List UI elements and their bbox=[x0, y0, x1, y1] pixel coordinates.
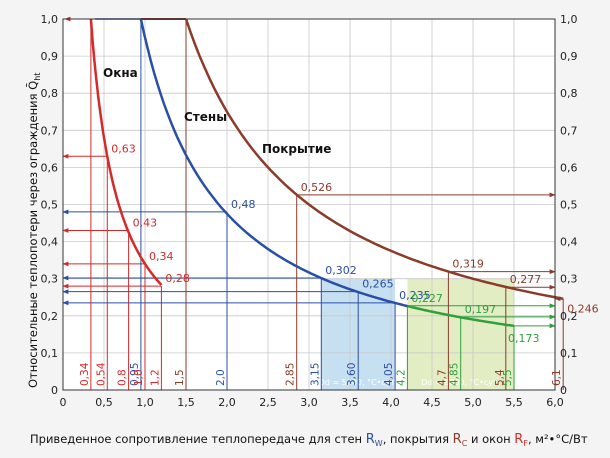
x-mark-label-10: 3,60 bbox=[346, 363, 358, 386]
point-label-2: 0,34 bbox=[149, 250, 174, 263]
x-mark-label-15: 5,4 bbox=[494, 369, 506, 386]
x-mark-label-6: 1,5 bbox=[174, 369, 186, 386]
x-tick-label: 5,0 bbox=[464, 396, 482, 409]
point-label-13: 0,277 bbox=[510, 273, 542, 286]
point-label-3: 0,28 bbox=[165, 272, 190, 285]
point-label-12: 0,319 bbox=[452, 258, 484, 271]
y-tick-label-left: 0,7 bbox=[41, 124, 59, 137]
y-tick-label-left: 0,1 bbox=[41, 347, 59, 360]
axes: 0 0,5 1,0 1,5 2,0 2,5 3,0 3,5 4,0 4,5 5,0 5,5 6,00 00… bbox=[41, 13, 578, 409]
curve-roof bbox=[184, 18, 564, 301]
x-mark-label-5: 1,2 bbox=[149, 369, 161, 386]
x-mark-label-4: 1,0 bbox=[133, 369, 145, 386]
x-mark-label-11: 4,05 bbox=[383, 363, 395, 386]
point-label-9: 0,197 bbox=[465, 303, 497, 316]
y-tick-label-left: 0,9 bbox=[41, 50, 59, 63]
x-mark-label-3: 0,95 bbox=[129, 363, 141, 386]
y-tick-label-right: 0,5 bbox=[560, 199, 578, 212]
point-label-11: 0,526 bbox=[301, 181, 333, 194]
x-tick-label: 6,0 bbox=[546, 396, 564, 409]
y-tick-label-left: 0,8 bbox=[41, 87, 59, 100]
x-mark-label-14: 4,85 bbox=[449, 363, 461, 386]
curve-label-windows: Окна bbox=[103, 66, 138, 80]
y-tick-label-left: 0,4 bbox=[41, 236, 59, 249]
labels: 0,34 0,54 0,8 0,951,0 1,2 1,5 2,0 2,85 3,15 3,60 4… bbox=[79, 142, 599, 386]
x-mark-label-2: 0,8 bbox=[117, 369, 129, 386]
x-tick-label: 1,5 bbox=[177, 396, 195, 409]
x-mark-label-9: 3,15 bbox=[309, 363, 321, 386]
x-tick-label: 0,5 bbox=[95, 396, 113, 409]
x-mark-label-7: 2,0 bbox=[215, 369, 227, 386]
y-axis-title: Относительные теплопотери через огражден… bbox=[26, 73, 42, 388]
x-tick-label: 2,5 bbox=[259, 396, 277, 409]
curves bbox=[89, 18, 564, 328]
x-tick-label: 3,5 bbox=[341, 396, 359, 409]
x-mark-label-17: 6,1 bbox=[551, 369, 563, 386]
curve-walls-green bbox=[407, 304, 515, 328]
point-label-7: 0,235 bbox=[399, 289, 431, 302]
y-tick-label-left: 1,0 bbox=[41, 13, 59, 26]
y-tick-label-right: 0,9 bbox=[560, 50, 578, 63]
y-tick-label-right: 0,1 bbox=[560, 347, 578, 360]
y-tick-label-left: 0,3 bbox=[41, 273, 59, 286]
x-mark-label-13: 4,7 bbox=[436, 369, 448, 386]
curve-windows bbox=[89, 18, 163, 286]
y-tick-label-left: 0,2 bbox=[41, 310, 59, 323]
x-tick-label: 3,0 bbox=[300, 396, 318, 409]
guide-lines bbox=[62, 16, 564, 390]
point-label-6: 0,265 bbox=[362, 278, 394, 291]
x-mark-label-1: 0,54 bbox=[95, 362, 107, 386]
y-tick-label-right: 0 bbox=[560, 384, 567, 397]
point-label-10: 0,173 bbox=[508, 332, 540, 345]
x-tick-label: 2,0 bbox=[218, 396, 236, 409]
x-mark-label-12: 4,2 bbox=[395, 369, 407, 386]
point-label-0: 0,63 bbox=[111, 142, 136, 155]
plot-frame bbox=[62, 18, 556, 391]
y-tick-label-right: 0,7 bbox=[560, 124, 578, 137]
x-mark-label-0: 0,34 bbox=[79, 362, 91, 386]
x-tick-label: 0 bbox=[60, 396, 67, 409]
y-tick-label-right: 0,3 bbox=[560, 273, 578, 286]
y-tick-label-right: 0,4 bbox=[560, 236, 578, 249]
point-label-4: 0,48 bbox=[231, 198, 256, 211]
x-tick-label: 1,0 bbox=[136, 396, 154, 409]
x-mark-label-8: 2,85 bbox=[285, 363, 297, 386]
y-tick-label-right: 0,8 bbox=[560, 87, 578, 100]
y-tick-label-left: 0 bbox=[51, 384, 58, 397]
y-tick-label-right: 0,2 bbox=[560, 310, 578, 323]
point-label-1: 0,43 bbox=[133, 216, 158, 229]
x-tick-label: 5,5 bbox=[505, 396, 523, 409]
y-tick-label-left: 0,5 bbox=[41, 199, 59, 212]
point-label-14: 0,246 bbox=[567, 303, 599, 316]
curve-label-walls: Стены bbox=[184, 110, 227, 124]
x-tick-label: 4,0 bbox=[382, 396, 400, 409]
y-tick-label-left: 0,6 bbox=[41, 161, 59, 174]
x-axis-title: Приведенное сопротивление теплопередаче … bbox=[30, 432, 588, 448]
point-label-5: 0,302 bbox=[325, 264, 357, 277]
curve-label-roof: Покрытие bbox=[262, 142, 331, 156]
y-tick-label-right: 0,6 bbox=[560, 161, 578, 174]
curve-walls bbox=[139, 18, 408, 308]
x-tick-label: 4,5 bbox=[423, 396, 441, 409]
point-label-8: 0,227 bbox=[411, 292, 443, 305]
y-tick-label-right: 1,0 bbox=[560, 13, 578, 26]
x-mark-label-16: 5,5 bbox=[502, 369, 514, 386]
